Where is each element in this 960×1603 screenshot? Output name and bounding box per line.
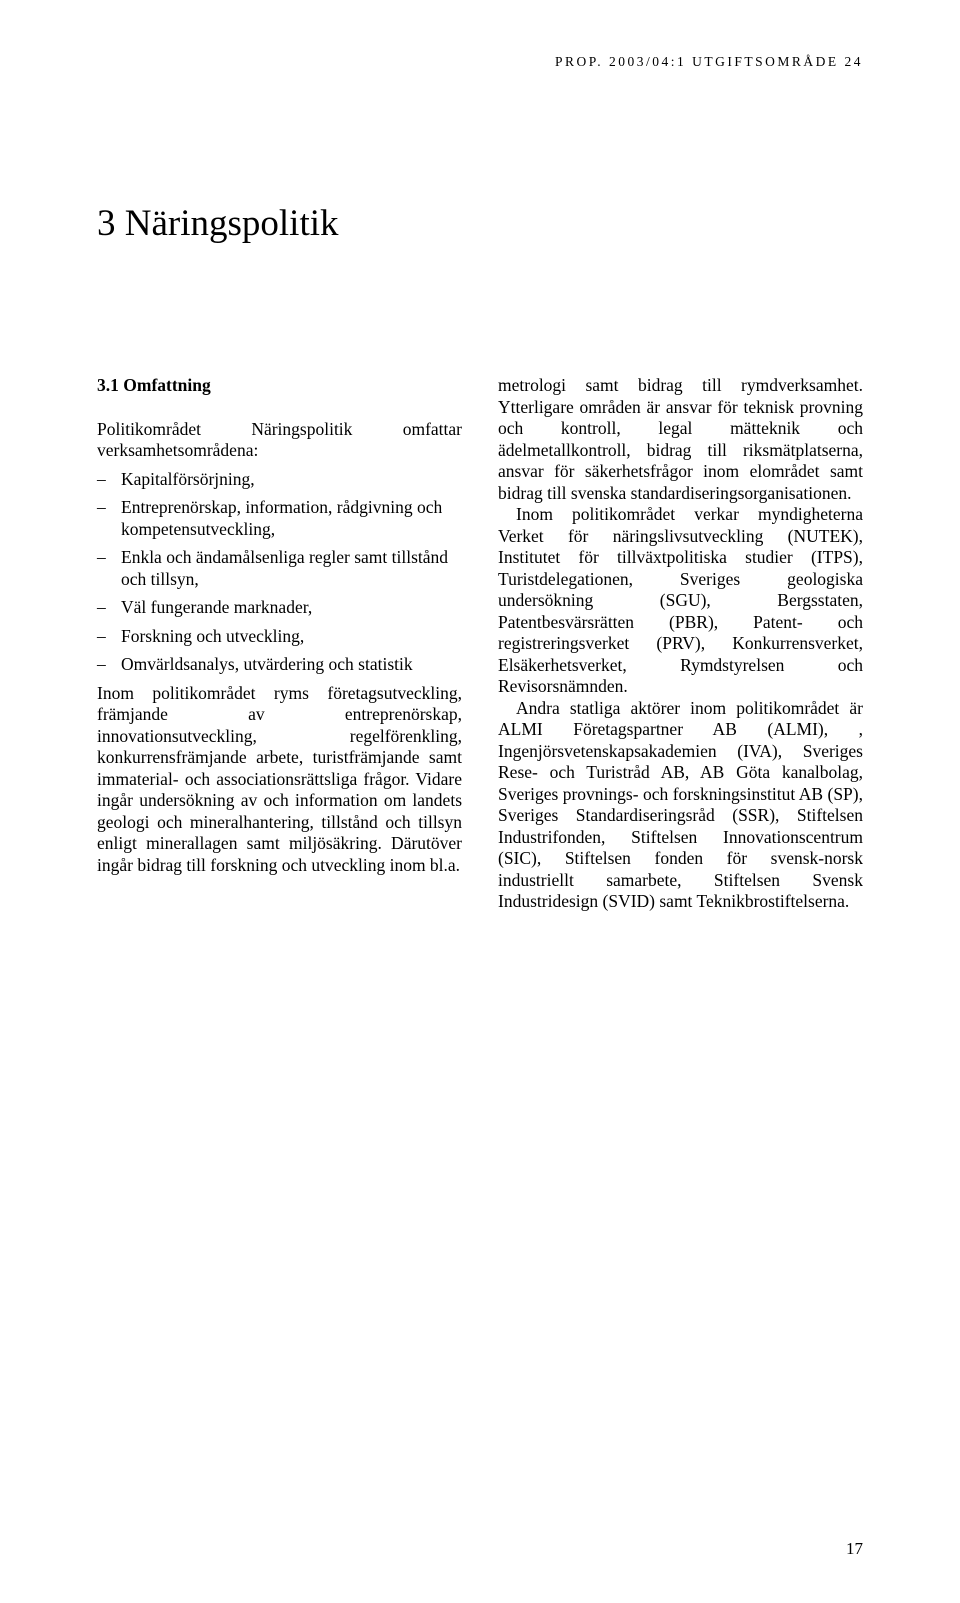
list-item: Forskning och utveckling,: [97, 626, 462, 648]
two-column-layout: 3.1 Omfattning Politikområdet Näringspol…: [97, 375, 863, 913]
right-column: metrologi samt bidrag till rymdverksamhe…: [498, 375, 863, 913]
list-item: Entreprenörskap, information, rådgivning…: [97, 497, 462, 540]
list-item: Väl fungerande marknader,: [97, 597, 462, 619]
list-item: Enkla och ändamålsenliga regler samt til…: [97, 547, 462, 590]
document-page: PROP. 2003/04:1 UTGIFTSOMRÅDE 24 3 Närin…: [0, 0, 960, 1603]
bullet-list: Kapitalförsörjning, Entreprenörskap, inf…: [97, 469, 462, 676]
list-item: Kapitalförsörjning,: [97, 469, 462, 491]
list-item: Omvärldsanalys, utvärdering och statisti…: [97, 654, 462, 676]
left-column: 3.1 Omfattning Politikområdet Näringspol…: [97, 375, 462, 913]
lead-paragraph: Politikområdet Näringspolitik omfattar v…: [97, 419, 462, 462]
body-paragraph: Inom politikområdet verkar myndigheterna…: [498, 504, 863, 698]
page-number: 17: [846, 1539, 863, 1559]
chapter-title: 3 Näringspolitik: [97, 202, 863, 245]
body-paragraph: Inom politikområdet ryms företagsutveckl…: [97, 683, 462, 877]
body-paragraph: metrologi samt bidrag till rymdverksamhe…: [498, 375, 863, 504]
section-heading: 3.1 Omfattning: [97, 375, 462, 397]
body-paragraph: Andra statliga aktörer inom politikområd…: [498, 698, 863, 913]
running-head: PROP. 2003/04:1 UTGIFTSOMRÅDE 24: [97, 54, 863, 70]
